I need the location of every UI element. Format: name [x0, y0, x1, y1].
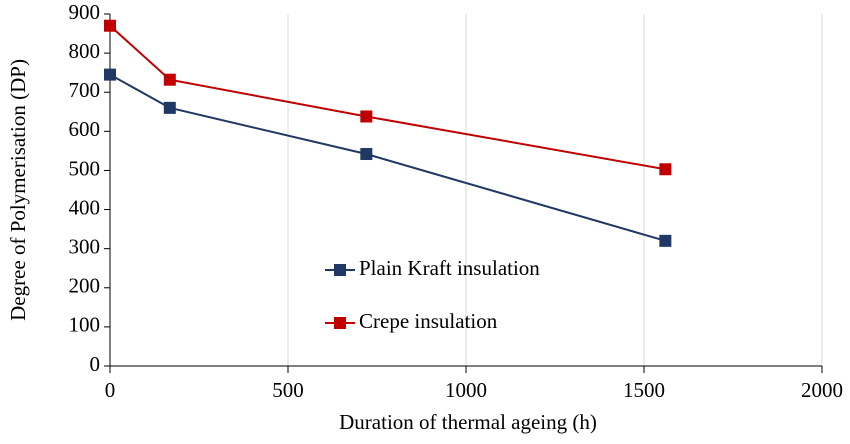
y-tick-label: 900 [69, 0, 101, 24]
y-tick-label: 0 [90, 352, 101, 376]
data-point [659, 234, 672, 247]
data-point [360, 148, 373, 161]
y-tick-label: 100 [69, 313, 101, 337]
y-tick-label: 800 [69, 39, 101, 63]
data-point [104, 19, 116, 32]
data-point [360, 110, 373, 123]
y-tick-label: 200 [69, 274, 101, 298]
x-tick-label: 0 [105, 378, 116, 402]
x-tick-label: 1000 [445, 378, 487, 402]
x-tick-label: 500 [272, 378, 304, 402]
x-axis-label: Duration of thermal ageing (h) [339, 410, 597, 434]
data-point [659, 163, 672, 176]
x-tick-label: 1500 [623, 378, 665, 402]
series-line [109, 24, 666, 171]
legend-label: Plain Kraft insulation [359, 256, 540, 280]
y-tick-label: 500 [69, 156, 101, 180]
legend-marker [334, 264, 346, 276]
data-point [104, 68, 116, 81]
x-tick-label: 2000 [801, 378, 843, 402]
y-tick-label: 700 [69, 78, 101, 102]
y-axis-label: Degree of Polymerisation (DP) [6, 59, 30, 321]
series-line [109, 73, 666, 242]
y-tick-label: 300 [69, 234, 101, 258]
legend-label: Crepe insulation [359, 309, 498, 333]
y-tick-label: 600 [69, 117, 101, 141]
data-point [163, 101, 176, 114]
y-tick-label: 400 [69, 195, 101, 219]
legend-marker [334, 317, 346, 329]
data-point [163, 73, 176, 86]
